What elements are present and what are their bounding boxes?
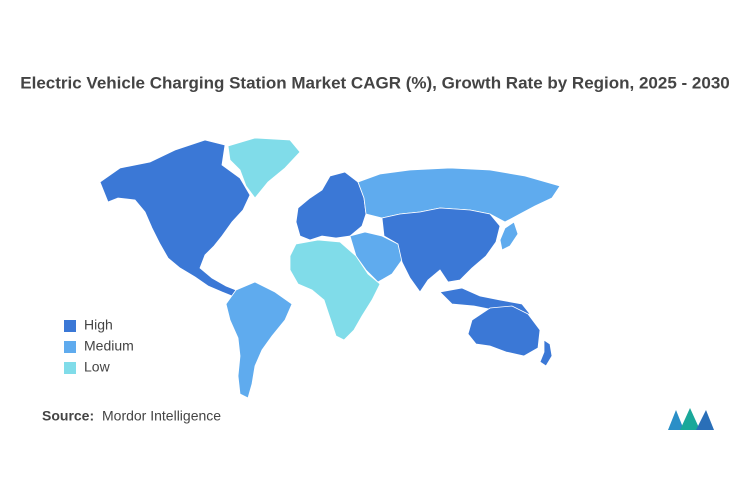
region [499, 221, 519, 251]
world-map [99, 137, 561, 399]
title: Electric Vehicle Charging Station Market… [20, 73, 729, 92]
source-text: Mordor Intelligence [102, 408, 221, 424]
region [225, 281, 293, 399]
source-label: Source: [42, 408, 94, 424]
region [467, 305, 541, 357]
region [295, 171, 367, 241]
legend-swatch [64, 341, 76, 353]
region [381, 207, 501, 293]
legend-swatch [64, 320, 76, 332]
legend-label: Low [84, 359, 111, 375]
logo [668, 408, 714, 430]
legend-label: High [84, 317, 113, 333]
legend-label: Medium [84, 338, 134, 354]
region [539, 339, 553, 367]
legend-swatch [64, 362, 76, 374]
region [289, 239, 381, 341]
legend: High Medium Low [64, 317, 134, 375]
region [227, 137, 301, 199]
region [99, 139, 251, 297]
